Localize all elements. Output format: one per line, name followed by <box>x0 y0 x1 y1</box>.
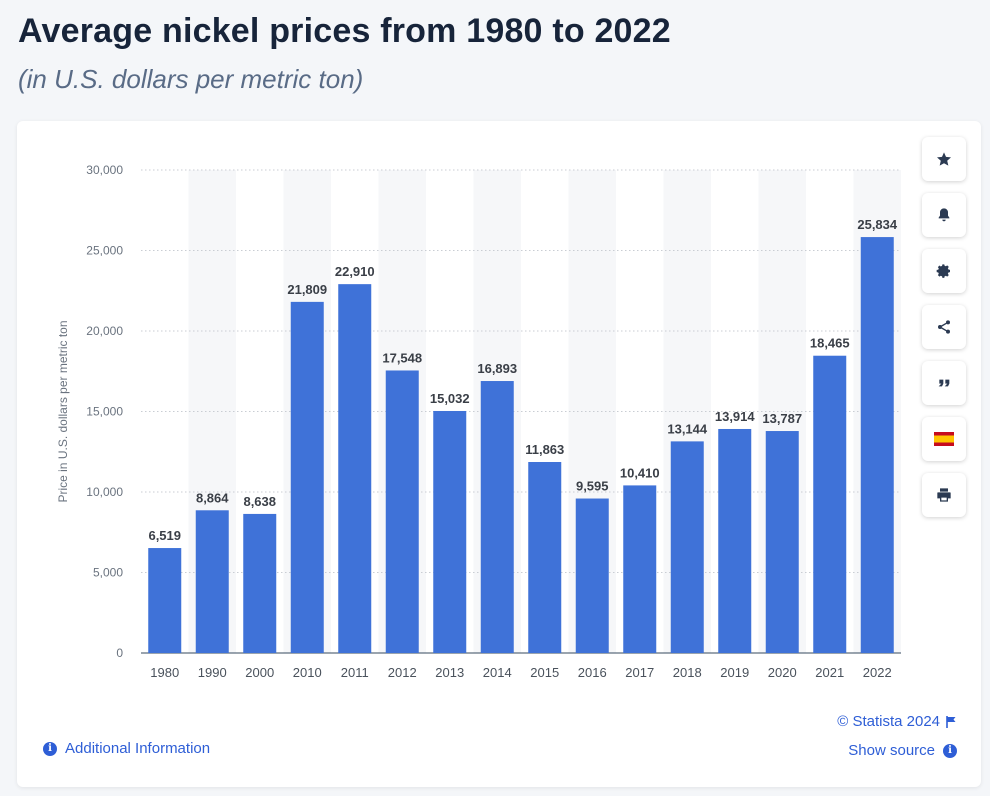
x-tick-label: 1990 <box>198 665 227 680</box>
data-label: 17,548 <box>382 350 422 365</box>
bar <box>575 498 609 653</box>
bar <box>433 410 467 653</box>
bar <box>148 548 182 653</box>
bar <box>243 513 277 653</box>
bar <box>385 370 419 653</box>
data-label: 16,893 <box>477 361 517 376</box>
x-tick-label: 2018 <box>673 665 702 680</box>
data-label: 9,595 <box>576 479 609 494</box>
x-tick-label: 2021 <box>815 665 844 680</box>
x-tick-label: 2016 <box>578 665 607 680</box>
gear-icon <box>936 264 950 278</box>
y-tick-label: 20,000 <box>86 324 123 338</box>
chart-title: Average nickel prices from 1980 to 2022 <box>18 12 671 50</box>
data-label: 18,465 <box>810 336 850 351</box>
additional-information-link[interactable]: i Additional Information <box>43 740 210 757</box>
bar <box>813 355 847 653</box>
credit-label: © Statista 2024 <box>837 713 940 730</box>
additional-information-label: Additional Information <box>65 740 211 757</box>
data-label: 8,864 <box>196 490 229 505</box>
data-label: 13,787 <box>762 411 802 426</box>
favorite-button[interactable] <box>922 137 966 181</box>
show-source-link[interactable]: Show source i <box>848 742 957 759</box>
print-button[interactable] <box>922 473 966 517</box>
bell-icon <box>938 208 950 222</box>
spain-flag-icon <box>934 432 954 446</box>
x-tick-label: 2020 <box>768 665 797 680</box>
notification-button[interactable] <box>922 193 966 237</box>
info-icon: i <box>943 743 957 758</box>
data-label: 11,863 <box>525 442 564 457</box>
star-icon <box>937 152 951 166</box>
y-tick-label: 15,000 <box>86 405 123 419</box>
bar <box>623 485 657 653</box>
cite-button[interactable] <box>922 361 966 405</box>
chart-toolbar <box>922 137 966 529</box>
bar <box>765 431 799 653</box>
statista-credit: © Statista 2024 <box>837 713 957 730</box>
data-label: 6,519 <box>148 528 181 543</box>
bar-chart: 0 5,000 10,000 15,000 20,000 25,000 30,000 6,51… <box>56 163 901 680</box>
bar <box>718 428 752 653</box>
data-label: 15,032 <box>430 391 470 406</box>
bar <box>195 510 229 653</box>
x-tick-label: 2011 <box>341 665 369 680</box>
y-tick-label: 0 <box>116 646 123 660</box>
share-icon <box>938 320 950 334</box>
print-icon <box>937 488 951 502</box>
y-tick-label: 5,000 <box>93 566 123 580</box>
bar <box>338 284 372 653</box>
x-tick-label: 2015 <box>530 665 559 680</box>
show-source-label: Show source <box>848 742 935 759</box>
x-tick-label: 2012 <box>388 665 417 680</box>
chart-subtitle: (in U.S. dollars per metric ton) <box>18 64 364 94</box>
language-button[interactable] <box>922 417 966 461</box>
data-label: 25,834 <box>857 217 898 232</box>
x-tick-label: 2022 <box>863 665 892 680</box>
y-axis-label: Price in U.S. dollars per metric ton <box>56 320 70 502</box>
data-label: 21,809 <box>287 282 327 297</box>
quote-icon <box>938 379 950 387</box>
flag-icon <box>946 715 956 728</box>
bar <box>670 441 704 653</box>
x-tick-label: 1980 <box>150 665 179 680</box>
data-label: 13,914 <box>715 409 756 424</box>
data-label: 13,144 <box>667 421 708 436</box>
x-tick-label: 2013 <box>435 665 464 680</box>
settings-button[interactable] <box>922 249 966 293</box>
bar <box>480 381 514 653</box>
y-tick-label: 30,000 <box>86 163 123 177</box>
y-tick-label: 25,000 <box>86 244 123 258</box>
bar <box>528 462 562 653</box>
x-tick-label: 2014 <box>483 665 512 680</box>
data-label: 10,410 <box>620 465 660 480</box>
share-button[interactable] <box>922 305 966 349</box>
data-label: 22,910 <box>335 264 375 279</box>
x-tick-label: 2010 <box>293 665 322 680</box>
y-tick-label: 10,000 <box>86 485 123 499</box>
x-tick-label: 2017 <box>625 665 654 680</box>
data-label: 8,638 <box>243 494 276 509</box>
x-tick-label: 2019 <box>720 665 749 680</box>
bar <box>290 301 324 653</box>
x-tick-label: 2000 <box>245 665 274 680</box>
chart-card: 0 5,000 10,000 15,000 20,000 25,000 30,000 6,51… <box>17 121 981 787</box>
bar <box>860 237 894 653</box>
info-icon: i <box>43 741 57 756</box>
